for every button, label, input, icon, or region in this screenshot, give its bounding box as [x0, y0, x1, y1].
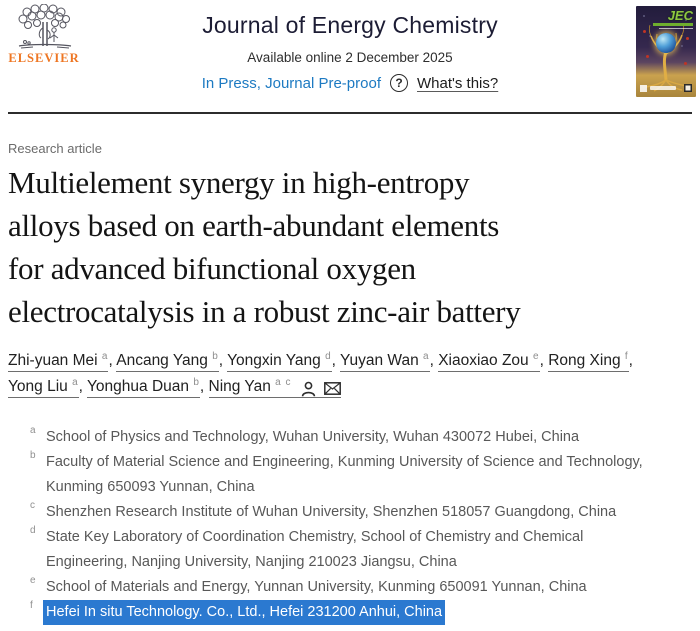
author-separator: ,: [429, 352, 439, 369]
elsevier-logo[interactable]: ELSEVIER: [8, 4, 80, 66]
author-name: Zhi-yuan Mei: [8, 352, 98, 369]
author-link[interactable]: Yonghua Duan b: [87, 376, 200, 398]
elsevier-wordmark: ELSEVIER: [8, 51, 80, 65]
author-affiliation-superscript: b: [212, 350, 219, 362]
author-link[interactable]: Xiaoxiao Zou e: [438, 350, 540, 372]
affiliation-item: c Shenzhen Research Institute of Wuhan Un…: [8, 500, 692, 525]
author-separator: ,: [108, 352, 117, 369]
affiliation-text: School of Physics and Technology, Wuhan …: [46, 429, 580, 445]
author-link[interactable]: Zhi-yuan Mei a: [8, 350, 109, 372]
author-separator: ,: [539, 352, 549, 369]
affiliation-superscript-label: b: [30, 450, 36, 461]
cover-publisher-mark: [640, 85, 647, 92]
article-type-label: Research article: [8, 141, 102, 156]
whats-this-link[interactable]: What's this?: [417, 74, 499, 92]
header-divider: [8, 112, 692, 114]
author-name: Rong Xing: [548, 352, 621, 369]
author-affiliation-superscript: a: [423, 350, 430, 362]
author-name: Yuyan Wan: [340, 352, 419, 369]
affiliation-text: Faculty of Material Science and Engineer…: [46, 454, 643, 495]
affiliation-item: a School of Physics and Technology, Wuhan…: [8, 425, 692, 450]
help-question-icon[interactable]: ?: [390, 74, 408, 92]
publication-status-row: In Press, Journal Pre-proof ? What's thi…: [95, 74, 605, 92]
envelope-icon[interactable]: [323, 382, 341, 396]
author-link[interactable]: Ancang Yang b: [116, 350, 219, 372]
cover-particle: [646, 55, 649, 58]
author-list: Zhi-yuan Mei a, Ancang Yang b, Yongxin Y…: [8, 348, 663, 402]
cover-jec-banner: [653, 23, 693, 26]
affiliation-item: f Hefei In situ Technology. Co., Ltd., He…: [8, 600, 692, 625]
author-affiliation-superscript: b: [193, 376, 200, 388]
cover-subtitle-bar: [659, 28, 693, 29]
affiliation-text: School of Materials and Energy, Yunnan U…: [46, 579, 587, 595]
cover-qr-code: [684, 84, 692, 92]
person-icon: [301, 381, 315, 397]
corresponding-author-icons: [297, 376, 341, 402]
journal-header: ELSEVIER Journal of Energy Chemistry Ava…: [0, 0, 700, 112]
author-name: Ancang Yang: [116, 352, 208, 369]
affiliation-superscript-label: c: [30, 500, 35, 511]
author-link[interactable]: Ning Yan a c: [208, 376, 341, 398]
affiliation-item: d State Key Laboratory of Coordination Ch…: [8, 525, 692, 575]
author-affiliation-superscript: e: [533, 350, 540, 362]
author-link[interactable]: Rong Xing f: [548, 350, 629, 372]
author-separator: ,: [331, 352, 340, 369]
author-separator: ,: [78, 378, 87, 395]
affiliation-list: a School of Physics and Technology, Wuhan…: [8, 425, 692, 625]
author-name: Ning Yan: [208, 378, 271, 395]
article-title-line: alloys based on earth-abundant elements: [8, 208, 500, 243]
affiliation-superscript-label: a: [30, 425, 36, 436]
affiliation-text: Shenzhen Research Institute of Wuhan Uni…: [46, 504, 617, 520]
article-title-line: Multielement synergy in high-entropy: [8, 165, 470, 200]
elsevier-tree-icon: [18, 4, 72, 49]
author-link[interactable]: Yong Liu a: [8, 376, 79, 398]
author-separator: ,: [199, 378, 209, 395]
affiliation-item: b Faculty of Material Science and Enginee…: [8, 450, 692, 500]
affiliation-item: e School of Materials and Energy, Yunnan …: [8, 575, 692, 600]
affiliation-superscript-label: e: [30, 575, 36, 586]
journal-banner: Journal of Energy Chemistry Available on…: [95, 12, 605, 92]
in-press-link[interactable]: In Press, Journal Pre-proof: [201, 74, 381, 92]
affiliation-superscript-label: f: [30, 600, 33, 611]
cover-particle: [643, 30, 646, 33]
author-name: Xiaoxiao Zou: [438, 352, 529, 369]
affiliation-text-highlighted: Hefei In situ Technology. Co., Ltd., Hef…: [43, 600, 446, 625]
journal-cover-thumbnail[interactable]: JEC: [636, 6, 696, 97]
journal-title[interactable]: Journal of Energy Chemistry: [202, 12, 498, 38]
cover-particle: [686, 37, 689, 40]
author-name: Yong Liu: [8, 378, 68, 395]
cover-jec-logo: JEC: [667, 8, 693, 23]
author-separator: ,: [218, 352, 228, 369]
author-affiliation-superscript: a: [101, 350, 109, 362]
author-name: Yonghua Duan: [87, 378, 189, 395]
article-title-line: electrocatalysis in a robust zinc-air ba…: [8, 294, 521, 329]
article-title: Multielement synergy in high-entropy allo…: [8, 161, 692, 333]
author-link[interactable]: Yongxin Yang d: [227, 350, 332, 372]
author-affiliation-superscript: a: [72, 376, 79, 388]
available-online-date: Available online 2 December 2025: [247, 50, 453, 65]
affiliation-superscript-label: d: [30, 525, 36, 536]
author-affiliation-superscript: d: [325, 350, 332, 362]
author-name: Yongxin Yang: [227, 352, 321, 369]
author-affiliation-superscript: f: [624, 350, 629, 362]
author-separator: ,: [628, 352, 633, 369]
author-link[interactable]: Yuyan Wan a: [340, 350, 430, 372]
cover-footer-text: [650, 86, 676, 90]
cover-particle: [684, 62, 687, 65]
cover-globe-art: [656, 33, 676, 53]
author-affiliation-superscript: a c: [275, 376, 292, 388]
article-main: Research article Multielement synergy in…: [0, 141, 700, 625]
article-title-line: for advanced bifunctional oxygen: [8, 251, 416, 286]
affiliation-text: State Key Laboratory of Coordination Che…: [46, 529, 584, 570]
